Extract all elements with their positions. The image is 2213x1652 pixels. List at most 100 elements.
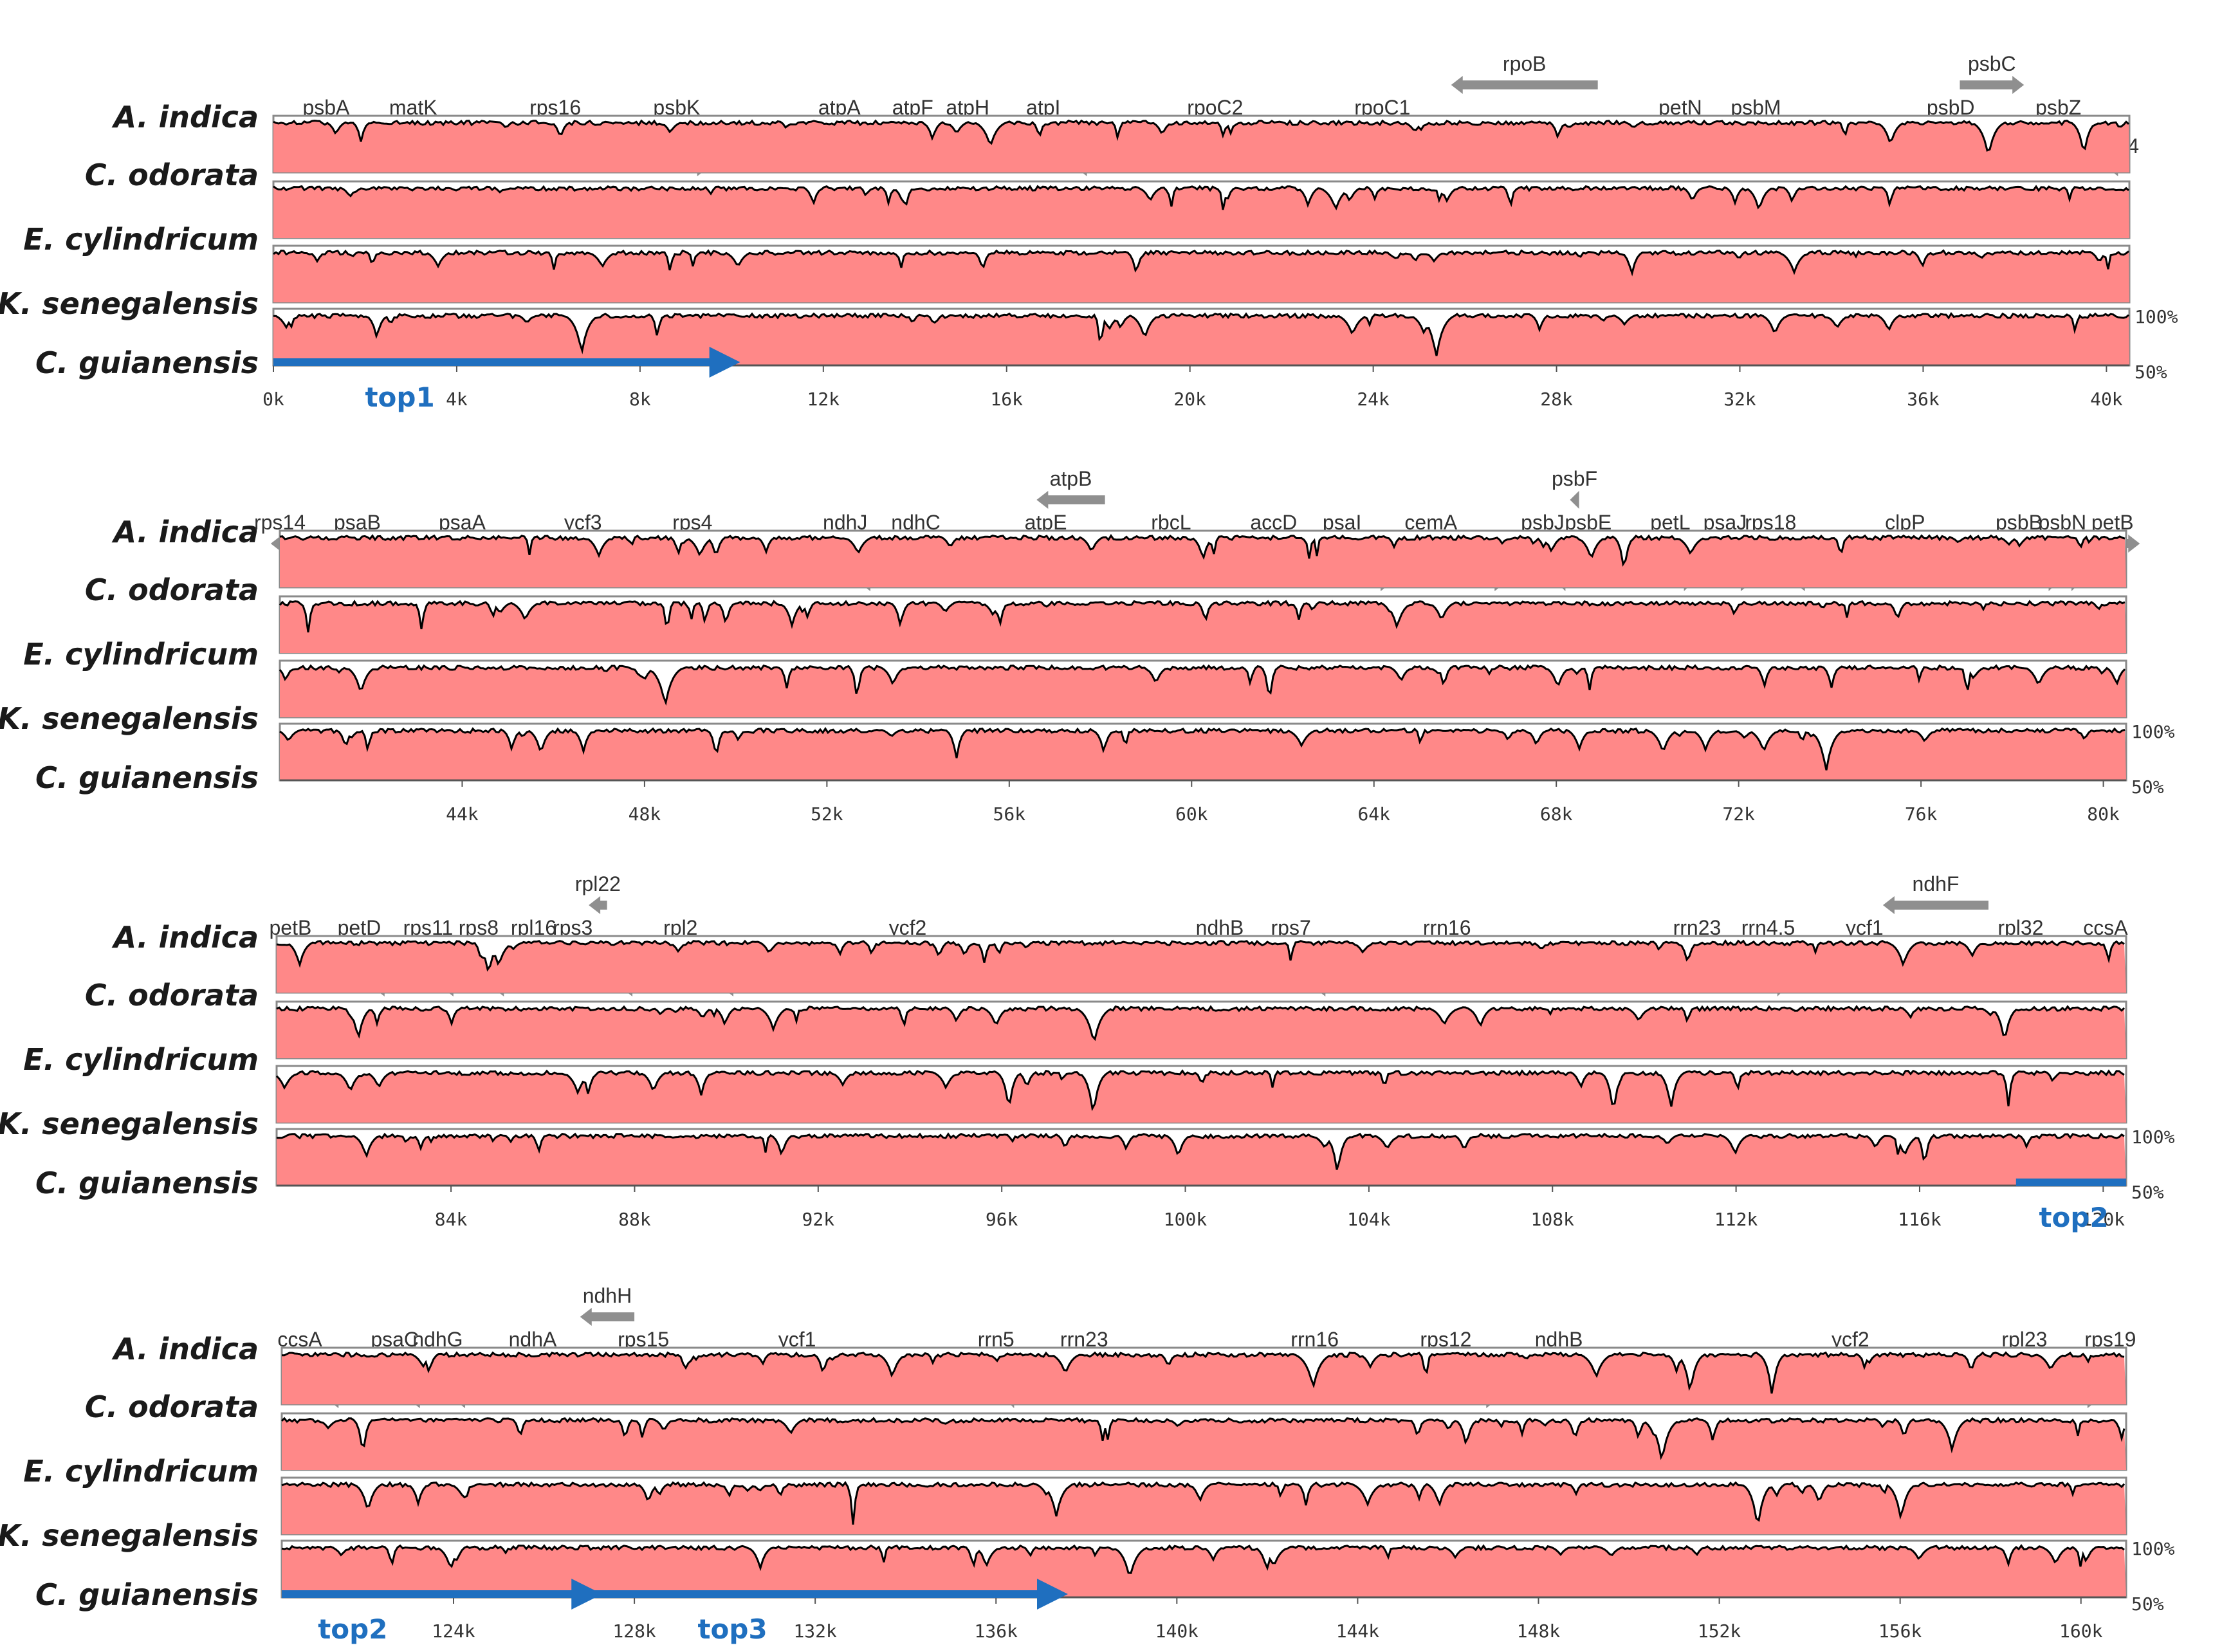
alignment-panel: A. indica C. odorata E. cylindricum K. sene… bbox=[0, 872, 2175, 1233]
identity-line bbox=[276, 1004, 2126, 1042]
species-label: C. odorata bbox=[85, 1390, 259, 1424]
x-tick-label: 116k bbox=[1898, 1209, 1942, 1230]
gene-annotation: rpoB bbox=[1451, 52, 1598, 94]
species-label: A. indica bbox=[112, 920, 259, 955]
x-tick-label: 160k bbox=[2059, 1620, 2103, 1642]
gene-annotation: rpl22 bbox=[575, 872, 621, 914]
x-tick-label: 136k bbox=[975, 1620, 1018, 1642]
x-tick-label: 32k bbox=[1723, 389, 1756, 410]
percent-label-100: 100% bbox=[2131, 1538, 2175, 1559]
percent-label-50: 50% bbox=[2131, 776, 2164, 798]
species-label: C. guianensis bbox=[35, 1577, 259, 1612]
region-label: top2 bbox=[2039, 1202, 2108, 1233]
identity-line bbox=[273, 249, 2129, 277]
x-tick-label: 128k bbox=[612, 1620, 656, 1642]
x-tick-label: 156k bbox=[1878, 1620, 1922, 1642]
region-marker: top2 bbox=[282, 1579, 603, 1645]
x-tick-label: 152k bbox=[1698, 1620, 1741, 1642]
x-tick-label: 84k bbox=[435, 1209, 468, 1230]
identity-line bbox=[279, 726, 2126, 771]
percent-label-100: 100% bbox=[2135, 306, 2178, 327]
species-label: A. indica bbox=[112, 100, 259, 134]
identity-fill bbox=[282, 1545, 2126, 1597]
identity-line bbox=[281, 1544, 2125, 1574]
percent-label-100: 100% bbox=[2131, 721, 2175, 742]
gene-label: ndhF bbox=[1912, 872, 1959, 895]
species-label: E. cylindricum bbox=[23, 1042, 259, 1077]
x-tick-label: 28k bbox=[1540, 389, 1573, 410]
x-tick-label: 8k bbox=[629, 389, 651, 410]
identity-fill bbox=[280, 665, 2126, 717]
x-tick-label: 16k bbox=[990, 389, 1023, 410]
x-tick-label: 132k bbox=[793, 1620, 837, 1642]
region-label: top2 bbox=[318, 1613, 387, 1645]
x-tick-label: 124k bbox=[432, 1620, 475, 1642]
identity-fill bbox=[280, 535, 2126, 587]
gene-label: psbF bbox=[1552, 467, 1597, 490]
gene-arrow bbox=[580, 1308, 635, 1326]
alignment-panel: A. indica C. odorata E. cylindricum K. sene… bbox=[0, 467, 2175, 825]
x-tick-label: 120k bbox=[2082, 1209, 2126, 1230]
conservation-track bbox=[272, 307, 2131, 367]
x-tick-label: 44k bbox=[446, 803, 479, 825]
percent-label-50: 50% bbox=[2135, 362, 2167, 383]
gene-annotation: psbF bbox=[1552, 467, 1597, 509]
species-label: C. odorata bbox=[85, 978, 259, 1013]
gene-arrow bbox=[1036, 491, 1105, 509]
identity-fill bbox=[282, 1418, 2126, 1470]
conservation-track bbox=[280, 1346, 2127, 1406]
x-tick-label: 52k bbox=[811, 803, 843, 825]
percent-label-50: 50% bbox=[2131, 1593, 2164, 1615]
conservation-track bbox=[280, 1476, 2127, 1536]
x-tick-label: 92k bbox=[802, 1209, 835, 1230]
gene-annotation: atpB bbox=[1036, 467, 1105, 509]
identity-line bbox=[275, 1069, 2125, 1112]
percent-label-100: 100% bbox=[2131, 1126, 2175, 1148]
species-label: E. cylindricum bbox=[23, 1454, 259, 1489]
identity-line bbox=[273, 312, 2129, 356]
species-label: K. senegalensis bbox=[0, 286, 259, 321]
conservation-track bbox=[272, 244, 2131, 304]
x-tick-label: 48k bbox=[629, 803, 661, 825]
identity-line bbox=[273, 185, 2129, 210]
x-tick-label: 112k bbox=[1714, 1209, 1758, 1230]
x-tick-label: 60k bbox=[1175, 803, 1208, 825]
identity-fill bbox=[273, 186, 2129, 238]
conservation-track bbox=[280, 1539, 2127, 1599]
identity-line bbox=[276, 1132, 2125, 1170]
conservation-track bbox=[280, 1412, 2127, 1471]
x-tick-label: 108k bbox=[1531, 1209, 1575, 1230]
gene-arrow bbox=[1960, 76, 2025, 94]
gene-annotation: ndhF bbox=[1882, 872, 1988, 914]
x-tick-label: 12k bbox=[807, 389, 840, 410]
identity-fill bbox=[282, 1482, 2126, 1534]
gene-arrow bbox=[589, 896, 607, 914]
x-tick-label: 100k bbox=[1164, 1209, 1208, 1230]
identity-fill bbox=[273, 313, 2129, 365]
region-marker: top2 bbox=[2016, 1179, 2126, 1233]
species-label: E. cylindricum bbox=[23, 637, 259, 672]
region-marker: top1 bbox=[273, 347, 740, 413]
conservation-track bbox=[275, 1000, 2127, 1060]
gene-annotation: psbC bbox=[1960, 52, 2025, 94]
x-tick-label: 68k bbox=[1540, 803, 1573, 825]
species-label: C. odorata bbox=[85, 158, 259, 192]
x-tick-label: 0k bbox=[262, 389, 284, 410]
gene-arrow bbox=[1882, 896, 1988, 914]
species-label: K. senegalensis bbox=[0, 1106, 259, 1141]
x-tick-label: 140k bbox=[1155, 1620, 1199, 1642]
conservation-track bbox=[272, 180, 2131, 239]
gene-label: rpoB bbox=[1503, 52, 1547, 75]
x-tick-label: 144k bbox=[1336, 1620, 1380, 1642]
identity-line bbox=[281, 1351, 2125, 1394]
identity-fill bbox=[273, 250, 2129, 302]
x-tick-label: 24k bbox=[1357, 389, 1390, 410]
conservation-track bbox=[279, 722, 2127, 782]
conservation-track bbox=[279, 595, 2127, 654]
gene-label: psbC bbox=[1968, 52, 2016, 75]
alignment-panel: A. indica C. odorata E. cylindricum K. sene… bbox=[0, 52, 2178, 413]
x-tick-label: 96k bbox=[986, 1209, 1018, 1230]
x-tick-label: 20k bbox=[1173, 389, 1206, 410]
x-tick-label: 80k bbox=[2087, 803, 2120, 825]
